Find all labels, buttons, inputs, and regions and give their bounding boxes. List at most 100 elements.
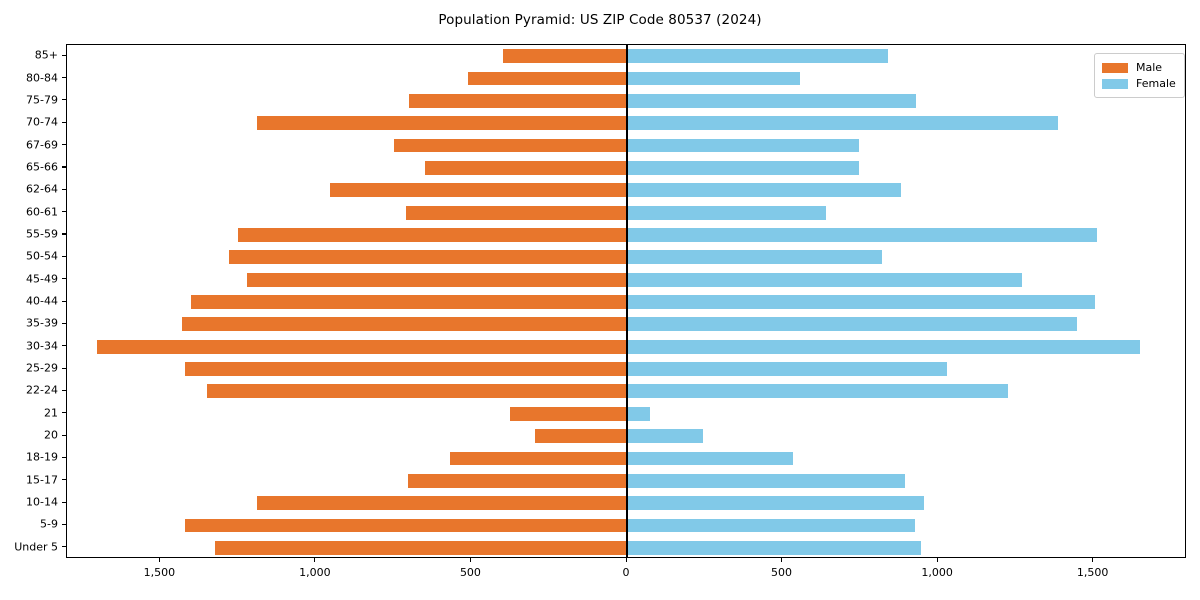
x-axis-tick-label: 1,000	[921, 566, 953, 579]
y-axis-tick-label: 65-66	[26, 160, 58, 174]
bar-female[interactable]	[627, 116, 1058, 131]
y-axis-tick-label: 20	[44, 428, 58, 442]
y-axis-tick-label: 85+	[34, 48, 58, 62]
y-axis-tick-label: 55-59	[26, 227, 58, 241]
x-axis-tick-mark	[1092, 558, 1094, 562]
bar-male[interactable]	[238, 228, 627, 242]
bar-female[interactable]	[627, 272, 1023, 287]
y-axis-tick-label: 75-79	[26, 93, 58, 107]
bar-female[interactable]	[627, 384, 1009, 399]
bar-male[interactable]	[502, 49, 627, 64]
x-axis-tick-mark	[158, 558, 160, 562]
bar-female[interactable]	[627, 49, 889, 64]
bar-male[interactable]	[207, 384, 627, 399]
plot-area	[66, 44, 1186, 558]
y-axis-tick-mark	[62, 322, 66, 324]
bar-female[interactable]	[627, 250, 883, 265]
bar-male[interactable]	[247, 272, 627, 287]
y-axis-tick-mark	[62, 211, 66, 213]
y-axis-tick-mark	[62, 479, 66, 481]
y-axis-tick-mark	[62, 456, 66, 459]
bar-female[interactable]	[627, 138, 859, 153]
chart-title: Population Pyramid: US ZIP Code 80537 (2…	[438, 12, 762, 28]
y-axis-tick-mark	[62, 367, 66, 369]
bar-female[interactable]	[627, 473, 906, 488]
bar-male[interactable]	[406, 205, 627, 220]
bar-male[interactable]	[96, 339, 627, 354]
zero-axis-line	[626, 45, 628, 557]
bar-male[interactable]	[535, 429, 627, 443]
bar-female[interactable]	[627, 295, 1096, 309]
legend-entry[interactable]: Male	[1102, 60, 1176, 75]
bar-male[interactable]	[468, 71, 627, 86]
bar-female[interactable]	[627, 160, 859, 175]
bar-male[interactable]	[449, 451, 627, 466]
bar-female[interactable]	[627, 429, 704, 443]
y-axis-tick-mark	[62, 501, 66, 503]
bar-row	[67, 138, 1185, 153]
legend-swatch-icon	[1102, 62, 1128, 73]
y-axis-tick-label: 80-84	[26, 71, 58, 85]
bar-male[interactable]	[182, 317, 627, 332]
y-axis-tick-mark	[62, 523, 66, 526]
bar-male[interactable]	[185, 362, 627, 376]
bar-male[interactable]	[185, 518, 627, 533]
legend-swatch-icon	[1102, 78, 1128, 89]
y-axis-tick-label: 60-61	[26, 205, 58, 219]
y-axis-tick-label: 21	[44, 406, 58, 420]
bar-row	[67, 183, 1185, 198]
bar-male[interactable]	[393, 138, 627, 153]
x-axis-tick-label: 0	[622, 566, 630, 579]
y-axis-tick-label: 10-14	[26, 495, 58, 509]
x-axis-tick-label: 1,500	[1076, 566, 1109, 579]
bar-male[interactable]	[191, 295, 627, 309]
bar-row	[67, 473, 1185, 488]
x-axis-tick-label: 500	[771, 566, 793, 579]
y-axis-tick-mark	[62, 54, 66, 56]
bar-female[interactable]	[627, 362, 948, 376]
bar-male[interactable]	[256, 496, 627, 511]
y-axis-tick-mark	[62, 188, 66, 190]
bar-female[interactable]	[627, 71, 800, 86]
y-axis-tick-mark	[62, 389, 66, 391]
bar-row	[67, 429, 1185, 443]
bar-female[interactable]	[627, 339, 1141, 354]
bar-female[interactable]	[627, 518, 915, 533]
bar-female[interactable]	[627, 183, 901, 198]
y-axis-tick-label: 18-19	[26, 450, 58, 464]
bar-row	[67, 362, 1185, 376]
chart-legend[interactable]: Male Female	[1094, 53, 1185, 98]
bar-female[interactable]	[627, 228, 1097, 242]
x-axis-tick-label: 1,500	[143, 566, 176, 579]
bar-male[interactable]	[256, 116, 627, 131]
y-axis-tick-label: 25-29	[26, 361, 58, 375]
bar-female[interactable]	[627, 93, 917, 108]
bar-female[interactable]	[627, 540, 921, 555]
bar-male[interactable]	[409, 93, 627, 108]
bar-row	[67, 250, 1185, 265]
x-axis-tick-mark	[469, 558, 472, 562]
bar-row	[67, 496, 1185, 511]
bar-male[interactable]	[228, 250, 627, 265]
x-axis-tick-marks	[0, 558, 1200, 566]
bar-female[interactable]	[627, 317, 1077, 332]
legend-entry[interactable]: Female	[1102, 76, 1176, 91]
bar-female[interactable]	[627, 451, 794, 466]
bar-female[interactable]	[627, 205, 827, 220]
x-axis-tick-label: 1,000	[299, 566, 331, 579]
bar-row	[67, 272, 1185, 287]
bar-male[interactable]	[214, 540, 627, 555]
bar-male[interactable]	[407, 473, 627, 488]
y-axis-tick-label: 67-69	[26, 138, 58, 152]
y-axis-tick-mark	[62, 77, 66, 79]
y-axis-tick-mark	[62, 546, 66, 548]
bar-male[interactable]	[424, 160, 627, 175]
bar-row	[67, 384, 1185, 399]
bar-row	[67, 49, 1185, 64]
bar-female[interactable]	[627, 406, 651, 421]
y-axis-tick-label: 40-44	[26, 294, 58, 308]
bar-male[interactable]	[510, 406, 627, 421]
bar-male[interactable]	[329, 183, 627, 198]
bar-female[interactable]	[627, 496, 925, 511]
x-axis-tick-labels: 1,500 1,000 500 0 500 1,000 1,500	[0, 566, 1200, 586]
